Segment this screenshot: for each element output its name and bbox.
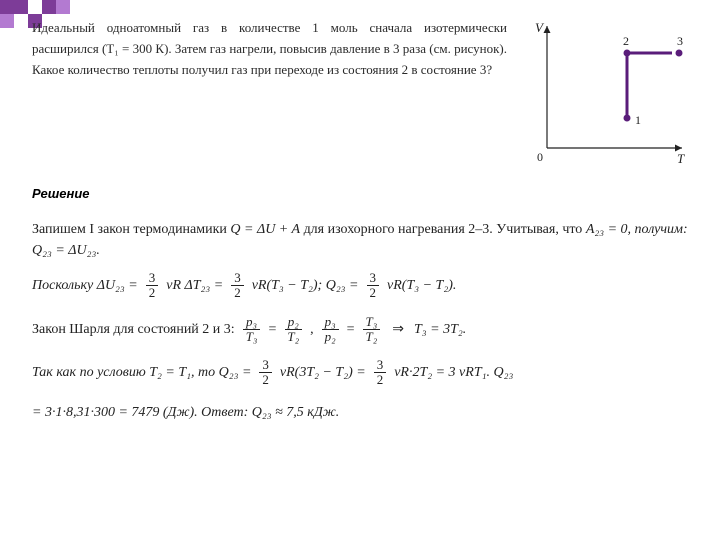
decor-square — [0, 14, 14, 28]
text: Закон Шарля для состояний 2 и 3: — [32, 319, 235, 340]
fraction-3-2: 32 — [367, 271, 380, 301]
svg-text:3: 3 — [677, 34, 683, 48]
problem-text: Идеальный одноатомный газ в количестве 1… — [32, 18, 507, 80]
decor-square — [56, 0, 70, 14]
equation: Q = ΔU + A — [230, 222, 300, 237]
decor-square — [84, 0, 98, 14]
svg-text:0: 0 — [537, 150, 543, 164]
vt-graph: V T 0 1 2 3 — [517, 18, 687, 168]
solution-body: Запишем I закон термодинамики Q = ΔU + A… — [32, 219, 692, 423]
text: νR·2T₂ = 3 νRT₁. Q₂₃ — [394, 362, 513, 383]
eq: = — [347, 319, 355, 340]
solution-line-4: Так как по условию T₂ = T₁, то Q₂₃ = 32 … — [32, 358, 692, 388]
decor-square — [14, 14, 28, 28]
fraction-3-2: 32 — [259, 358, 272, 388]
svg-text:1: 1 — [635, 113, 641, 127]
svg-text:2: 2 — [623, 34, 629, 48]
decor-square — [126, 0, 140, 14]
text: T₃ = 3T₂. — [414, 319, 466, 340]
text: νR(T₃ − T₂). — [387, 275, 456, 296]
decor-square — [112, 0, 126, 14]
text: = 3·1·8,31·300 = 7479 (Дж). Ответ: Q₂₃ ≈… — [32, 402, 339, 423]
svg-text:T: T — [677, 151, 685, 166]
fraction-3-2: 32 — [231, 271, 244, 301]
fraction-3-2: 32 — [146, 271, 159, 301]
decor-square — [42, 0, 56, 14]
fraction: p₃T₃ — [243, 315, 261, 345]
arrow-icon: ⇒ — [392, 319, 404, 340]
svg-text:V: V — [535, 20, 545, 35]
solution-line-2: Поскольку ΔU₂₃ = 32 νR ΔT₂₃ = 32 νR(T₃ −… — [32, 271, 692, 301]
solution-heading: Решение — [32, 186, 692, 201]
fraction-3-2: 32 — [374, 358, 387, 388]
text: νR ΔT₂₃ = — [166, 275, 223, 296]
text: νR(3T₂ − T₂) = — [280, 362, 366, 383]
text: , — [310, 319, 314, 340]
problem-row: Идеальный одноатомный газ в количестве 1… — [32, 18, 692, 168]
slide-content: Идеальный одноатомный газ в количестве 1… — [32, 18, 692, 437]
solution-line-5: = 3·1·8,31·300 = 7479 (Дж). Ответ: Q₂₃ ≈… — [32, 402, 692, 423]
solution-line-1: Запишем I закон термодинамики Q = ΔU + A… — [32, 219, 692, 261]
text: Запишем I закон термодинамики — [32, 222, 230, 237]
eq: = — [268, 319, 276, 340]
decor-square — [70, 0, 84, 14]
text: νR(T₃ − T₂); Q₂₃ = — [252, 275, 359, 296]
fraction: T₃T₂ — [363, 315, 381, 345]
decor-square — [0, 0, 14, 14]
fraction: p₂T₂ — [284, 315, 302, 345]
fraction: p₃p₂ — [322, 315, 339, 345]
decor-square — [98, 0, 112, 14]
text: для изохорного нагревания 2–3. Учитывая,… — [304, 222, 586, 237]
decor-square — [28, 0, 42, 14]
decor-square — [14, 0, 28, 14]
text: Так как по условию T₂ = T₁, то Q₂₃ = — [32, 362, 251, 383]
text: Поскольку ΔU₂₃ = — [32, 275, 138, 296]
solution-line-3: Закон Шарля для состояний 2 и 3: p₃T₃ = … — [32, 315, 692, 345]
